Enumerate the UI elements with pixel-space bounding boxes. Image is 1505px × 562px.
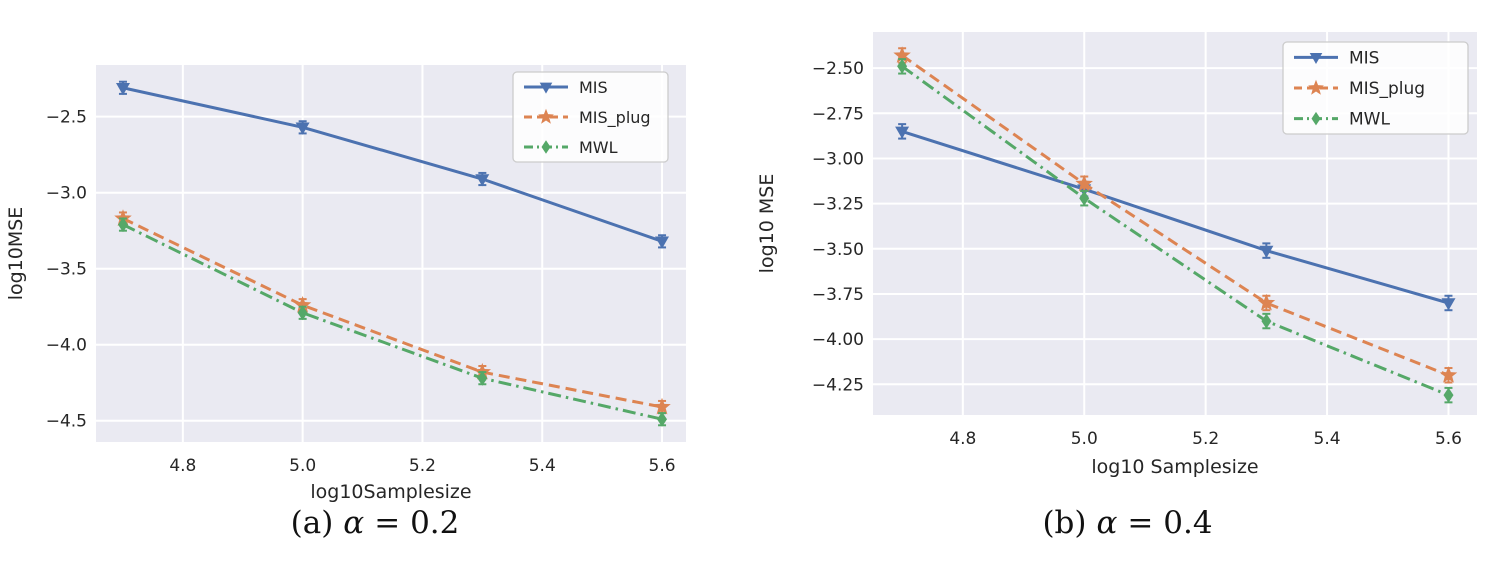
legend-diamond-marker <box>541 140 551 154</box>
legend-triangle-down-marker <box>1309 53 1323 64</box>
legend-box <box>512 71 669 163</box>
legend-label-MWL: MWL <box>579 138 618 157</box>
star-marker <box>1257 293 1276 311</box>
y-tick-label: −3.0 <box>46 184 87 204</box>
legend-label-MIS: MIS <box>579 78 608 97</box>
diamond-marker <box>118 217 128 233</box>
y-tick-label: −4.00 <box>812 330 864 350</box>
triangle-down-marker <box>655 236 669 249</box>
panel-alpha-0.2: 4.8 5.0 5.2 5.4 5.6 −2.5 −3.0 −3.5 −4.0 −4.5 log10… <box>0 0 750 562</box>
legend-label-MIS_plug: MIS_plug <box>579 108 651 128</box>
y-tick-label: −4.25 <box>812 375 864 395</box>
series-line-MIS <box>901 129 1449 305</box>
series-line-MIS <box>122 86 663 243</box>
y-tick-label: −3.00 <box>812 149 864 169</box>
y-tick-label: −3.75 <box>812 285 864 305</box>
alpha-symbol: α <box>1096 505 1118 541</box>
y-tick-label: −3.25 <box>812 195 864 215</box>
triangle-down-marker <box>1441 298 1456 311</box>
x-axis-label: log10 Samplesize <box>1091 456 1258 478</box>
caption-a: (a) α = 0.2 <box>0 505 750 541</box>
caption-a-value: = 0.2 <box>374 505 460 541</box>
legend-box <box>1282 41 1469 135</box>
star-marker <box>1439 366 1458 383</box>
star-marker <box>653 397 671 415</box>
x-tick-label: 4.8 <box>169 456 196 476</box>
series-line-MIS_plug <box>122 217 663 409</box>
x-tick-label: 5.6 <box>649 456 676 476</box>
caption-b-value: = 0.4 <box>1127 505 1213 541</box>
y-tick-label: −3.50 <box>812 240 864 260</box>
chart-alpha-0.2: 4.8 5.0 5.2 5.4 5.6 −2.5 −3.0 −3.5 −4.0 −4.5 log10… <box>5 65 686 503</box>
series-line-MWL <box>901 65 1450 397</box>
star-marker <box>893 46 911 63</box>
legend-label-MIS_plug: MIS_plug <box>1349 79 1425 99</box>
y-tick-label: −4.0 <box>46 336 87 356</box>
star-marker <box>1075 174 1093 192</box>
y-axis-label: log10 MSE <box>756 174 778 274</box>
series-line-MIS_plug <box>901 54 1450 377</box>
panel-alpha-0.4: 4.8 5.0 5.2 5.4 5.6 −2.50 −2.75 −3.00 −3.25 −3.50… <box>750 0 1505 562</box>
x-tick-label: 5.0 <box>1071 429 1098 449</box>
alpha-symbol: α <box>343 505 365 541</box>
diamond-marker <box>657 411 667 427</box>
diamond-marker <box>1261 313 1272 329</box>
legend-star-marker <box>538 108 554 124</box>
triangle-down-marker <box>895 126 910 139</box>
diamond-marker <box>1079 190 1090 206</box>
star-marker <box>293 296 312 313</box>
y-tick-label: −3.5 <box>46 260 87 280</box>
diamond-marker <box>1443 387 1454 403</box>
diamond-marker <box>897 58 908 74</box>
x-tick-label: 5.0 <box>289 456 316 476</box>
diamond-marker <box>297 305 308 321</box>
x-tick-label: 4.8 <box>949 429 976 449</box>
caption-a-prefix: (a) <box>290 505 334 541</box>
chart-alpha-0.4: 4.8 5.0 5.2 5.4 5.6 −2.50 −2.75 −3.00 −3.25 −3.50… <box>756 32 1477 478</box>
legend-star-marker <box>1308 79 1324 95</box>
x-tick-label: 5.6 <box>1435 429 1462 449</box>
triangle-down-marker <box>1259 245 1274 258</box>
x-tick-label: 5.4 <box>1314 429 1341 449</box>
triangle-down-marker <box>116 83 130 96</box>
legend-triangle-down-marker <box>539 82 553 94</box>
triangle-down-marker <box>295 122 310 135</box>
legend-label-MWL: MWL <box>1349 110 1390 130</box>
y-tick-label: −2.5 <box>46 108 87 128</box>
legend-diamond-marker <box>1311 111 1321 126</box>
y-tick-label: −2.75 <box>812 104 864 124</box>
y-tick-label: −2.50 <box>812 59 864 79</box>
triangle-down-marker <box>475 174 490 187</box>
legend-label-MIS: MIS <box>1349 48 1379 68</box>
x-tick-label: 5.2 <box>1192 429 1219 449</box>
x-axis-label: log10Samplesize <box>310 481 471 503</box>
y-tick-label: −4.5 <box>46 412 87 432</box>
diamond-marker <box>477 370 488 386</box>
y-axis-label: log10MSE <box>5 207 27 301</box>
caption-b-prefix: (b) <box>1042 505 1087 541</box>
caption-b: (b) α = 0.4 <box>750 505 1505 541</box>
x-tick-label: 5.4 <box>529 456 556 476</box>
x-tick-label: 5.2 <box>409 456 436 476</box>
